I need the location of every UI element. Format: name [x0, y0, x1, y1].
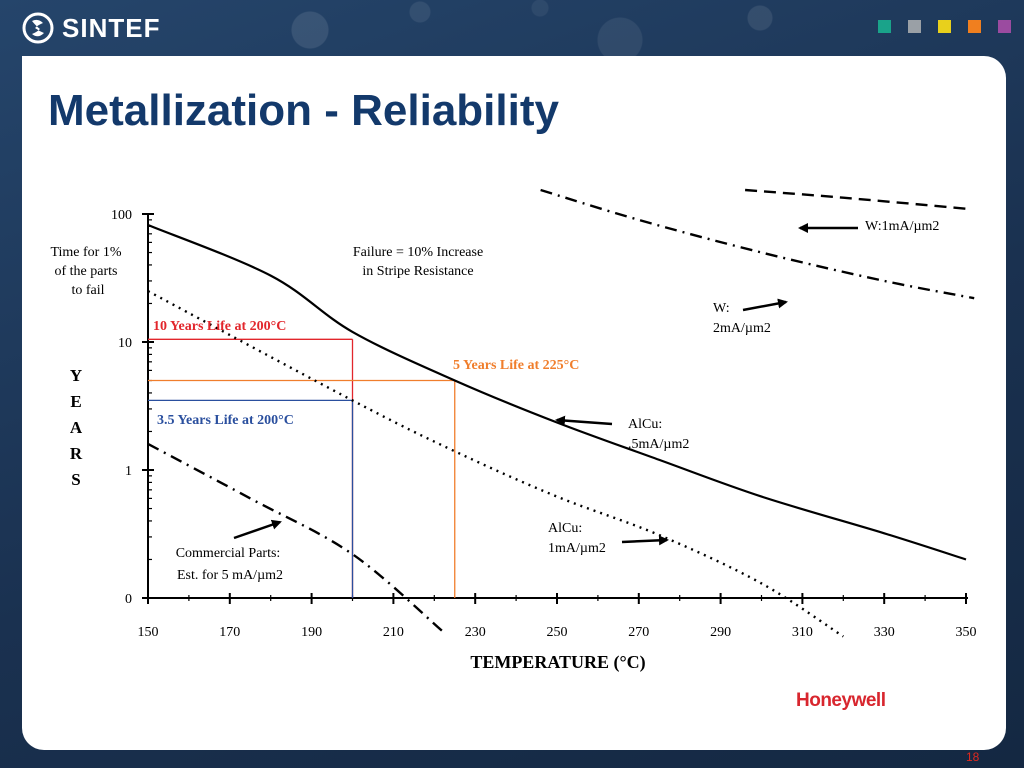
series-line-3: [147, 290, 844, 638]
series-label-alcu05: AlCu:: [628, 417, 662, 432]
arrow-alcu1: [621, 535, 669, 546]
series-line-4: [147, 442, 444, 633]
x-tick-label: 350: [956, 625, 977, 640]
ref-label-10y: 10 Years Life at 200°C: [153, 319, 286, 334]
accent-square: [938, 20, 951, 33]
x-tick-label: 330: [874, 625, 895, 640]
accent-square: [968, 20, 981, 33]
series-label-commercial: Est. for 5 mA/µm2: [177, 568, 283, 583]
y-tick-label: 100: [111, 208, 132, 223]
x-tick-label: 290: [710, 625, 731, 640]
y-note-line: to fail: [71, 283, 104, 298]
ref-label-5y: 5 Years Life at 225°C: [453, 358, 579, 373]
x-tick-label: 190: [301, 625, 322, 640]
failure-note-line: Failure = 10% Increase: [353, 245, 483, 260]
reference-lines: [148, 338, 456, 598]
slide-title: Metallization - Reliability: [48, 86, 559, 135]
y-axis-letter: R: [70, 444, 83, 463]
arrow-alcu05: [555, 415, 613, 426]
content-panel: [22, 56, 1006, 750]
accent-square: [878, 20, 891, 33]
ref-label-3-5y: 3.5 Years Life at 200°C: [157, 413, 294, 428]
sintef-logo-icon: [22, 12, 54, 44]
series-label-alcu05: .5mA/µm2: [628, 437, 689, 452]
series-label-w2: 2mA/µm2: [713, 321, 771, 336]
logo-text: SINTEF: [62, 12, 161, 43]
y-tick-label: 1: [125, 464, 132, 479]
y-tick-label: 0: [125, 592, 132, 607]
header-bar: SINTEF: [0, 0, 1024, 58]
series-label-w1: W:1mA/µm2: [865, 219, 939, 234]
series-label-commercial: Commercial Parts:: [176, 546, 281, 561]
honeywell-logo: Honeywell: [796, 690, 886, 711]
y-axis-letter: S: [71, 470, 80, 489]
arrow-commercial: [233, 519, 282, 540]
x-tick-label: 250: [547, 625, 568, 640]
accent-squares: [878, 20, 1011, 33]
x-tick-label: 170: [219, 625, 240, 640]
failure-note-line: in Stripe Resistance: [362, 264, 473, 279]
y-note-line: Time for 1%: [50, 245, 121, 260]
x-tick-label: 270: [628, 625, 649, 640]
series-label-alcu1: 1mA/µm2: [548, 541, 606, 556]
y-tick-label: 10: [118, 336, 132, 351]
accent-square: [998, 20, 1011, 33]
series-label-w2: W:: [713, 301, 730, 316]
x-tick-label: 210: [383, 625, 404, 640]
x-tick-label: 230: [465, 625, 486, 640]
series-line-0: [745, 188, 967, 210]
y-axis-letter: A: [70, 418, 83, 437]
y-axis-letter: Y: [70, 366, 82, 385]
page-number: 18: [966, 750, 980, 764]
sintef-logo: SINTEF: [22, 12, 160, 44]
x-tick-label: 310: [792, 625, 813, 640]
arrow-w2: [742, 298, 788, 312]
series-label-alcu1: AlCu:: [548, 521, 582, 536]
x-axis-label: TEMPERATURE (°C): [470, 652, 645, 673]
series-line-1: [540, 188, 975, 300]
y-axis-letter: E: [70, 392, 81, 411]
x-tick-label: 150: [138, 625, 159, 640]
accent-square: [908, 20, 921, 33]
y-note-line: of the parts: [55, 264, 118, 279]
